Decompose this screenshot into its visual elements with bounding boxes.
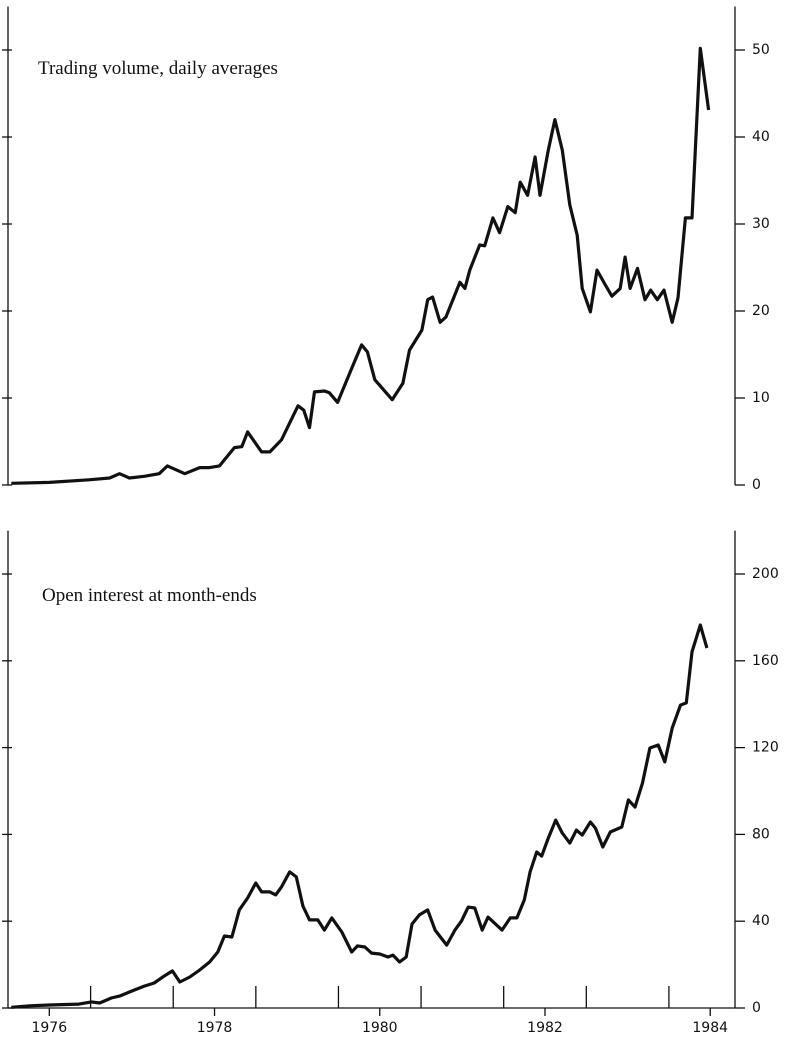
line	[11, 623, 709, 1009]
x-tick-label: 1984	[692, 1020, 728, 1036]
y-tick-label: 30	[752, 216, 770, 232]
y-tick-label: 10	[752, 390, 770, 406]
y-tick-label: 40	[752, 913, 770, 929]
y-tick-label: 200	[752, 566, 779, 582]
y-tick-label: 50	[752, 42, 770, 58]
chart-title: Open interest at month-ends	[42, 585, 257, 606]
x-tick-label: 1976	[31, 1020, 67, 1036]
y-tick-label: 80	[752, 826, 770, 842]
y-tick-label: 160	[752, 653, 779, 669]
chart-title: Trading volume, daily averages	[38, 58, 278, 79]
x-tick-label: 1978	[197, 1020, 233, 1036]
y-tick-label: 0	[752, 477, 761, 493]
y-tick-label: 120	[752, 740, 779, 756]
y-tick-label: 40	[752, 129, 770, 145]
y-tick-label: 0	[752, 1000, 761, 1016]
y-tick-label: 20	[752, 303, 770, 319]
line	[11, 46, 711, 485]
x-tick-label: 1982	[527, 1020, 563, 1036]
x-tick-label: 1980	[362, 1020, 398, 1036]
